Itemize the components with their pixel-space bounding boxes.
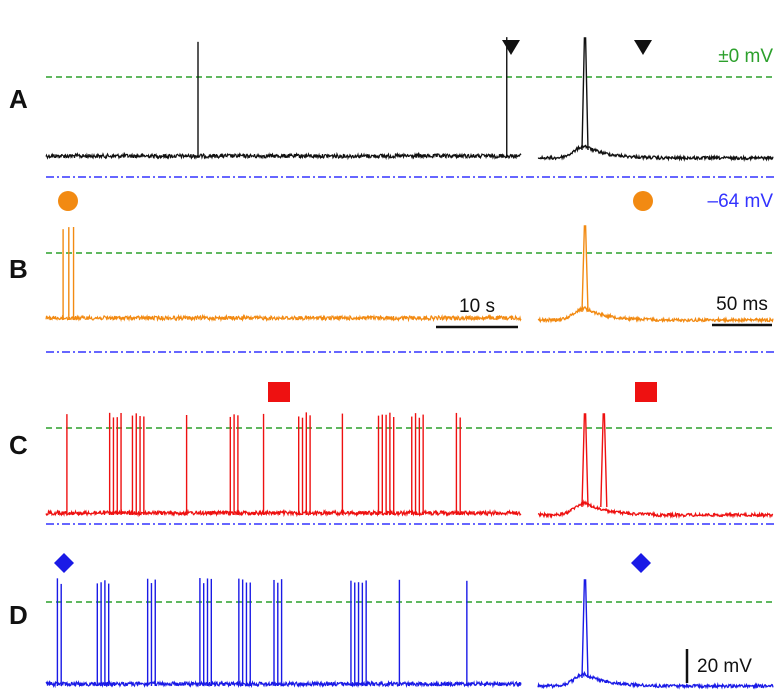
panel-d: D	[9, 553, 775, 690]
zoom-circle-marker	[633, 191, 653, 211]
time-scale-label-overview: 10 s	[459, 296, 495, 317]
rest-mv-label: –64 mV	[708, 191, 774, 212]
overview-diamond-marker	[54, 553, 74, 573]
zoom-trace-c	[537, 499, 774, 519]
panel-letter-c: C	[9, 430, 28, 460]
zoom-diamond-marker	[631, 553, 651, 573]
zoom-triangle-marker	[634, 40, 652, 55]
overview-trace-d	[45, 679, 522, 689]
overview-trace-a	[45, 151, 522, 161]
panel-c: C	[9, 382, 775, 525]
overview-square-marker	[268, 382, 290, 402]
zero-mv-label: ±0 mV	[718, 46, 773, 67]
time-scale-label-zoom: 50 ms	[716, 294, 768, 315]
panel-a: A	[9, 37, 775, 178]
overview-trace-c	[45, 508, 522, 518]
panel-letter-b: B	[9, 254, 28, 284]
overview-trace-b	[45, 313, 522, 323]
zoom-spike	[581, 37, 589, 151]
zoom-spike	[581, 579, 589, 679]
zoom-square-marker	[635, 382, 657, 402]
zoom-spike	[581, 225, 589, 313]
voltage-scale-label: 20 mV	[697, 656, 752, 677]
zoom-spike	[581, 413, 589, 508]
panel-b: B	[9, 191, 775, 353]
zoom-trace-a	[537, 143, 774, 163]
overview-triangle-marker	[502, 40, 520, 55]
overview-circle-marker	[58, 191, 78, 211]
zoom-trace-b	[537, 305, 774, 324]
panel-letter-a: A	[9, 84, 28, 114]
zoom-trace-d	[537, 670, 774, 690]
panel-letter-d: D	[9, 600, 28, 630]
zoom-spike	[600, 413, 608, 508]
